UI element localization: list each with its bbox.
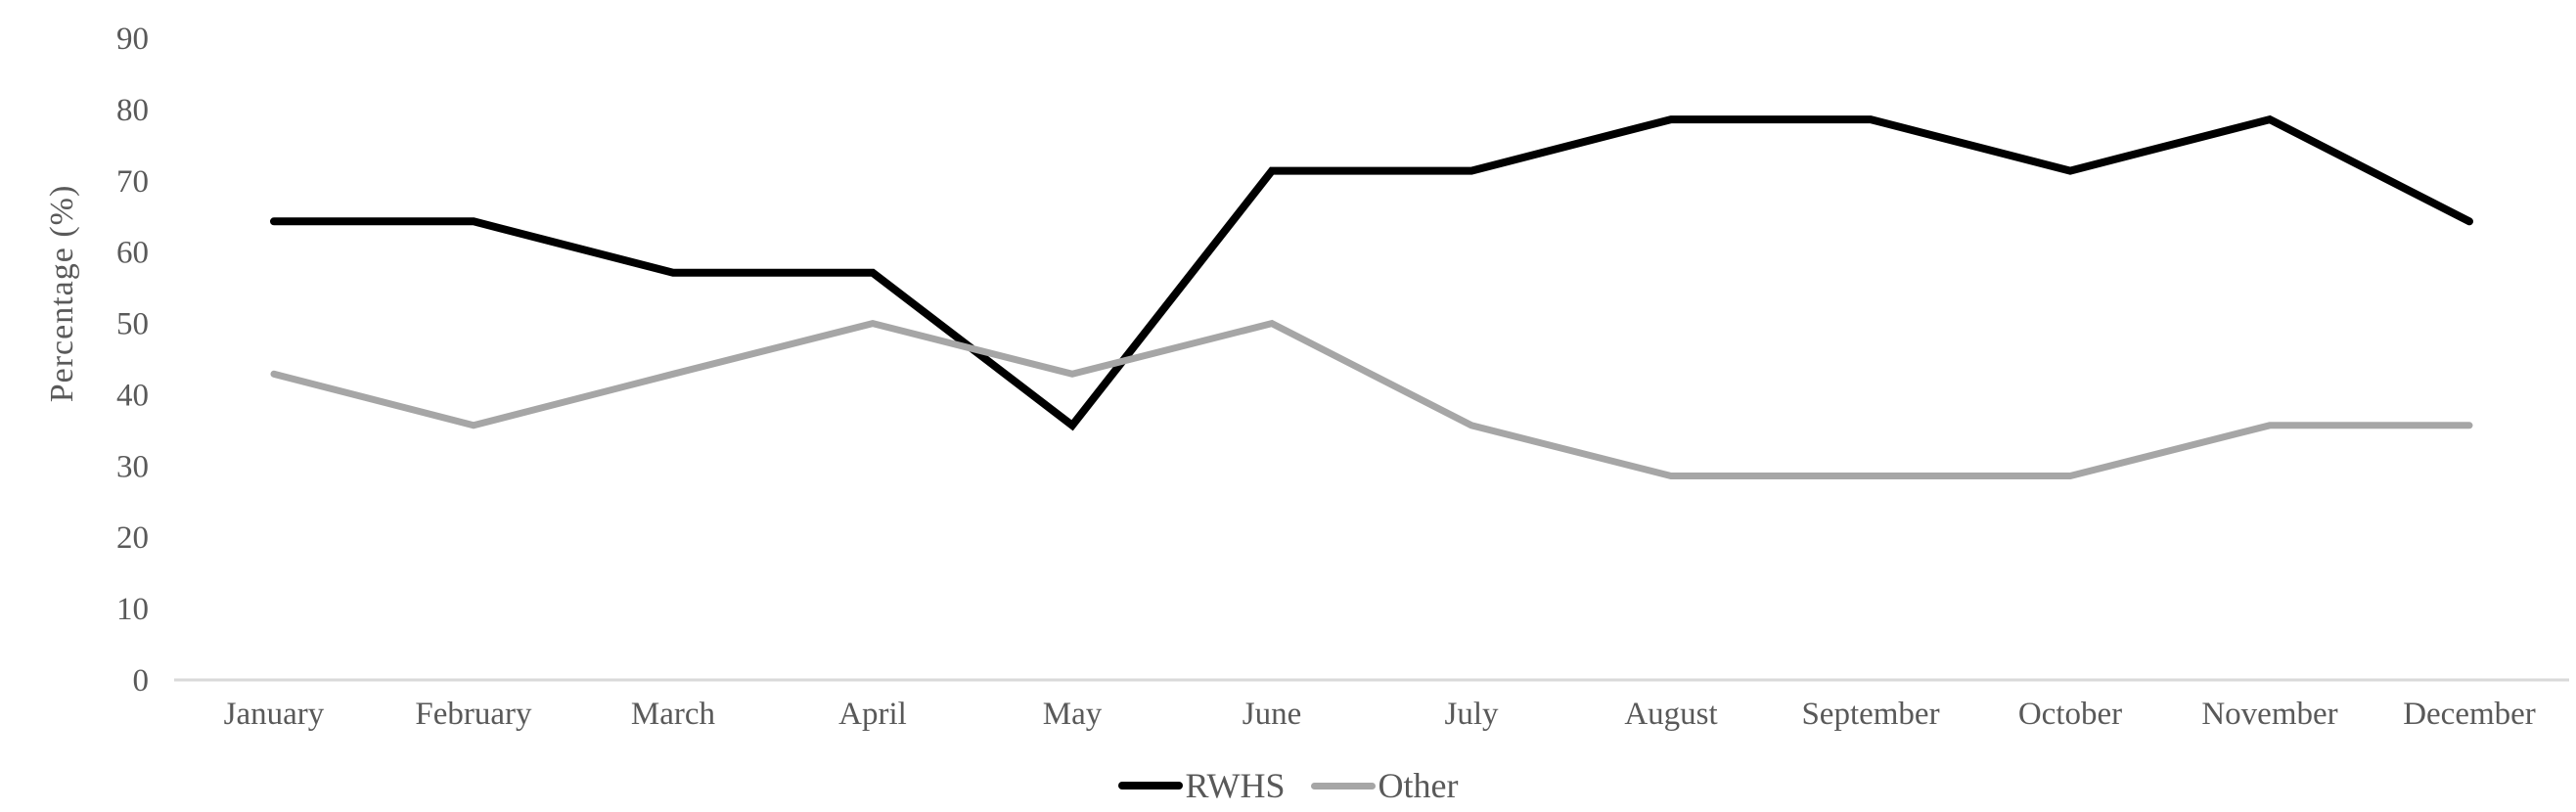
x-axis-month-label: May <box>1043 697 1103 732</box>
y-axis-tick-label: 10 <box>116 592 149 627</box>
y-axis-tick-label: 30 <box>116 449 149 484</box>
x-axis-month-label: March <box>631 697 716 732</box>
x-axis-month-label: December <box>2403 697 2536 732</box>
legend-swatch-other <box>1310 782 1376 789</box>
legend-swatch-rwhs <box>1117 782 1183 789</box>
x-axis-month-label: November <box>2201 697 2337 732</box>
y-axis-tick-label: 40 <box>116 378 149 413</box>
legend-label: Other <box>1378 766 1459 805</box>
series-line-other <box>270 319 2473 479</box>
y-axis-tick-label: 70 <box>116 164 149 200</box>
x-axis-month-label: August <box>1624 697 1717 732</box>
x-axis-month-label: April <box>838 697 907 732</box>
legend-label: RWHS <box>1185 766 1286 805</box>
y-axis-tick-label: 90 <box>116 22 149 57</box>
x-axis-month-label: July <box>1444 697 1499 732</box>
x-axis-month-label: September <box>1801 697 1939 732</box>
legend: RWHS Other <box>0 765 2576 806</box>
x-axis-month-label: June <box>1243 697 1302 732</box>
y-axis-tick-label: 80 <box>116 93 149 128</box>
legend-item-other: Other <box>1310 765 1459 806</box>
y-axis-tick-label: 20 <box>116 520 149 556</box>
x-axis-month-label: October <box>2018 697 2122 732</box>
legend-item-rwhs: RWHS <box>1117 765 1286 806</box>
y-axis-tick-label: 60 <box>116 236 149 271</box>
x-axis-month-label: January <box>224 697 325 732</box>
x-axis-month-label: February <box>415 697 532 732</box>
y-axis-tick-label: 0 <box>133 663 150 699</box>
series-line-rwhs <box>270 114 2473 431</box>
y-axis-tick-label: 50 <box>116 307 149 342</box>
